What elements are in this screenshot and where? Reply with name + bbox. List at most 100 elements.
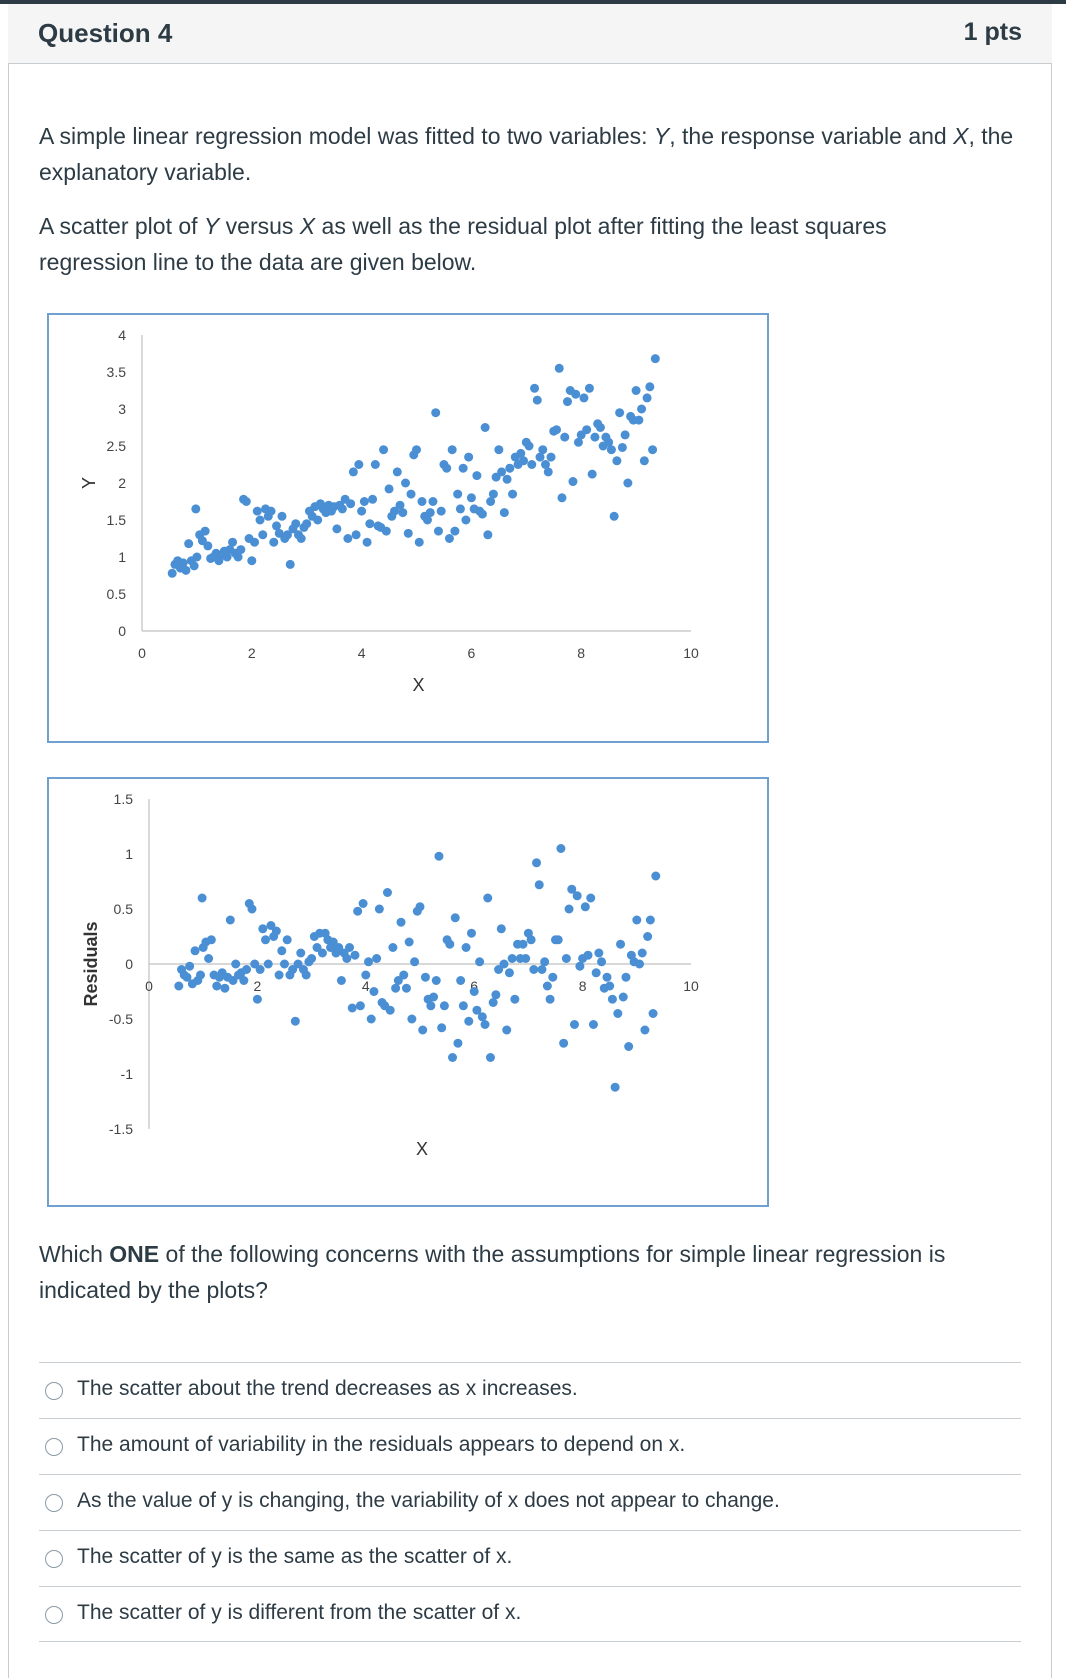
data-point (403, 528, 413, 538)
answer-option-label[interactable]: The scatter of y is different from the s… (77, 1601, 522, 1624)
data-point (266, 506, 276, 516)
data-point (357, 506, 367, 516)
data-point (635, 959, 645, 969)
data-point (366, 1014, 376, 1024)
radio-button[interactable] (45, 1606, 63, 1624)
data-point (586, 893, 596, 903)
data-point (241, 497, 251, 506)
data-point (557, 493, 567, 503)
data-point (346, 499, 356, 509)
data-point (390, 506, 400, 516)
data-point (343, 534, 353, 543)
y-tick-label: -1.5 (109, 1121, 133, 1137)
data-point (530, 383, 540, 393)
data-point (472, 471, 482, 481)
x-tick-label: 8 (577, 645, 585, 661)
data-point (358, 899, 368, 908)
data-point (595, 423, 605, 432)
data-point (365, 519, 375, 529)
data-point (488, 998, 498, 1007)
data-point (543, 467, 553, 477)
y-tick-label: -0.5 (109, 1011, 133, 1027)
data-point (296, 534, 306, 543)
data-point (609, 511, 619, 521)
data-point (233, 552, 243, 562)
data-point (334, 943, 344, 952)
data-point (502, 474, 512, 484)
var-x: X (953, 123, 969, 149)
data-point (538, 445, 548, 455)
x-tick-label: 6 (468, 645, 476, 661)
data-point (504, 968, 514, 978)
x-axis-title: X (416, 1139, 428, 1159)
data-point (393, 976, 403, 985)
answer-option[interactable]: The amount of variability in the residua… (39, 1418, 1021, 1474)
question-points: 1 pts (963, 18, 1022, 46)
radio-button[interactable] (45, 1438, 63, 1456)
answer-option[interactable]: The scatter about the trend decreases as… (39, 1362, 1021, 1418)
data-point (475, 957, 485, 967)
data-point (396, 917, 406, 927)
data-point (252, 994, 262, 1004)
data-point (532, 395, 542, 405)
answer-option[interactable]: The scatter of y is different from the s… (39, 1586, 1021, 1642)
data-point (252, 506, 262, 516)
y-tick-label: 2.5 (107, 438, 127, 454)
data-point (618, 992, 628, 1002)
data-point (189, 561, 199, 571)
data-point (280, 959, 289, 969)
data-point (461, 943, 471, 952)
data-point (491, 990, 501, 1000)
answer-option-label[interactable]: The amount of variability in the residua… (77, 1433, 686, 1456)
data-point (507, 954, 517, 963)
data-point (494, 445, 504, 455)
data-point (541, 460, 551, 469)
data-point (464, 1016, 474, 1026)
data-point (428, 497, 438, 506)
answer-option-label[interactable]: The scatter of y is the same as the scat… (77, 1545, 513, 1568)
data-point (616, 939, 626, 949)
data-point (634, 415, 644, 425)
data-point (420, 972, 430, 982)
data-point (388, 943, 398, 952)
data-point (181, 565, 191, 575)
data-point (486, 497, 496, 506)
data-point (571, 389, 581, 399)
data-point (200, 526, 210, 536)
data-point (582, 425, 592, 435)
data-point (631, 386, 641, 395)
data-point (261, 935, 271, 945)
data-point (488, 489, 498, 499)
data-point (282, 530, 292, 540)
radio-button[interactable] (45, 1382, 63, 1400)
data-point (362, 537, 372, 547)
data-point (444, 534, 454, 543)
data-point (222, 552, 232, 562)
y-tick-label: 2 (118, 475, 126, 491)
data-point (350, 950, 360, 960)
desc-text-3: as well as the residual plot after fitti… (39, 213, 887, 275)
data-point (313, 515, 323, 525)
radio-button[interactable] (45, 1550, 63, 1568)
answer-option-label[interactable]: As the value of y is changing, the varia… (77, 1489, 780, 1512)
data-point (391, 983, 401, 993)
data-point (228, 976, 238, 985)
answer-option-label[interactable]: The scatter about the trend decreases as… (77, 1377, 578, 1400)
data-point (285, 559, 295, 569)
data-point (228, 537, 238, 547)
data-point (336, 976, 346, 985)
data-point (422, 515, 432, 525)
answer-option[interactable]: The scatter of y is the same as the scat… (39, 1530, 1021, 1586)
data-point (384, 484, 394, 494)
radio-button[interactable] (45, 1494, 63, 1512)
data-point (553, 935, 563, 945)
answer-option[interactable]: As the value of y is changing, the varia… (39, 1474, 1021, 1530)
data-point (414, 537, 424, 547)
data-point (239, 976, 249, 985)
data-point (312, 943, 322, 952)
data-point (606, 445, 616, 455)
data-point (381, 526, 391, 536)
var-y: Y (203, 213, 220, 239)
data-point (353, 906, 363, 916)
data-point (453, 489, 463, 499)
